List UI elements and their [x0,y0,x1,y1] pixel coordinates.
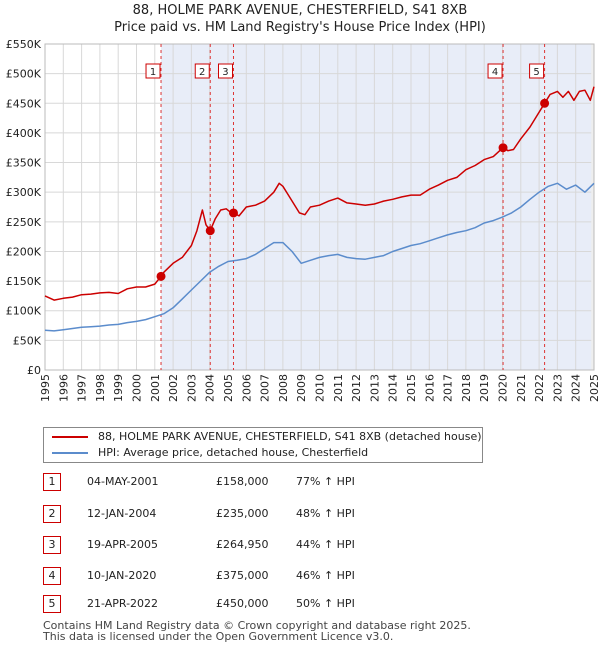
transaction-number: 5 [43,595,61,613]
footer-copyright: Contains HM Land Registry data © Crown c… [43,619,471,632]
x-tick-label: 2009 [295,374,308,402]
transaction-label: 1 [150,67,156,78]
transaction-number: 4 [43,567,61,585]
y-tick-label: £300K [6,186,42,199]
x-tick-label: 1999 [112,374,125,402]
y-tick-label: £100K [6,305,42,318]
y-tick-label: £200K [6,245,42,258]
transaction-label-box [217,63,233,79]
x-tick-label: 2017 [442,374,455,402]
x-tick-label: 2013 [368,374,381,402]
transaction-point [540,98,550,108]
transaction-date: 19-APR-2005 [87,538,159,551]
x-tick-label: 1998 [94,374,107,402]
chart-svg: £0 £50K £100K £150K £200K £250K £300K £350K £400… [6,38,600,402]
y-tick-label: £500K [6,68,42,81]
transaction-label: 5 [533,67,539,78]
transaction-date: 12-JAN-2004 [87,507,157,520]
transaction-label-box [529,63,545,79]
x-tick-label: 2023 [551,374,564,402]
transaction-label: 4 [492,67,498,78]
x-tick-label: 2024 [570,374,583,402]
transaction-point [498,143,508,153]
transaction-number: 3 [43,536,61,554]
plot-border [44,43,595,371]
ownership-band [503,44,545,370]
transaction-number: 1 [43,473,61,491]
x-tick-label: 2005 [222,374,235,402]
x-tick-label: 1996 [57,374,70,402]
x-tick-label: 2001 [149,374,162,402]
y-tick-label: £250K [6,216,42,229]
x-tick-label: 2025 [588,374,600,402]
transaction-hpi: 44% ↑ HPI [296,538,355,551]
transaction-price: £375,000 [216,569,269,582]
x-tick-label: 2012 [350,374,363,402]
x-tick-label: 2014 [387,374,400,402]
transaction-hpi: 77% ↑ HPI [296,475,355,488]
transaction-hpi: 46% ↑ HPI [296,569,355,582]
footer: Contains HM Land Registry data © Crown c… [43,620,471,642]
x-tick-label: 2019 [478,374,491,402]
ownership-band [544,44,594,370]
legend: 88, HOLME PARK AVENUE, CHESTERFIELD, S41… [43,427,483,463]
transaction-date: 04-MAY-2001 [87,475,159,488]
x-tick-label: 2008 [277,374,290,402]
x-tick-label: 2018 [460,374,473,402]
x-tick-label: 1997 [76,374,89,402]
x-tick-label: 2002 [167,374,180,402]
transaction-label-box [145,63,161,79]
x-tick-label: 1995 [39,374,52,402]
x-tick-label: 2015 [405,374,418,402]
transaction-label-box [487,63,503,79]
transaction-date: 21-APR-2022 [87,597,159,610]
x-tick-label: 2011 [332,374,345,402]
chart-title: 88, HOLME PARK AVENUE, CHESTERFIELD, S41… [0,2,600,36]
transaction-price: £264,950 [216,538,269,551]
legend-swatch-hpi [52,452,88,454]
x-tick-label: 2016 [423,374,436,402]
footer-licence: This data is licensed under the Open Gov… [43,630,394,643]
series-line-property [44,86,595,301]
ownership-band [210,44,234,370]
y-tick-label: £450K [6,97,42,110]
transaction-price: £450,000 [216,597,269,610]
x-tick-label: 2000 [131,374,144,402]
x-tick-label: 2020 [497,374,510,402]
legend-swatch-property [52,436,88,438]
transaction-hpi: 48% ↑ HPI [296,507,355,520]
transaction-label-box [194,63,210,79]
forecast-band [591,44,594,370]
x-tick-label: 2004 [204,374,217,402]
y-tick-label: £400K [6,127,42,140]
y-tick-label: £50K [13,334,42,347]
transaction-price: £158,000 [216,475,269,488]
transaction-date: 10-JAN-2020 [87,569,157,582]
x-tick-label: 2007 [259,374,272,402]
transaction-number: 2 [43,505,61,523]
x-tick-label: 2022 [533,374,546,402]
transaction-hpi: 50% ↑ HPI [296,597,355,610]
series-line-hpi [44,182,595,332]
title-line-2: Price paid vs. HM Land Registry's House … [114,20,486,35]
x-tick-label: 2003 [185,374,198,402]
x-tick-label: 2010 [314,374,327,402]
ownership-band [161,44,211,370]
transaction-label: 2 [199,67,205,78]
x-tick-label: 2006 [240,374,253,402]
transaction-price: £235,000 [216,507,269,520]
transaction-point [205,226,215,236]
x-tick-label: 2021 [515,374,528,402]
y-tick-label: £0 [27,364,41,377]
y-tick-label: £550K [6,38,42,51]
ownership-band [233,44,504,370]
y-tick-label: £350K [6,157,42,170]
transaction-label: 3 [222,67,228,78]
y-tick-label: £150K [6,275,42,288]
legend-label-property: 88, HOLME PARK AVENUE, CHESTERFIELD, S41… [98,430,482,443]
title-line-1: 88, HOLME PARK AVENUE, CHESTERFIELD, S41… [132,3,468,18]
legend-label-hpi: HPI: Average price, detached house, Ches… [98,446,369,459]
transaction-point [228,208,238,218]
transaction-point [156,271,166,281]
